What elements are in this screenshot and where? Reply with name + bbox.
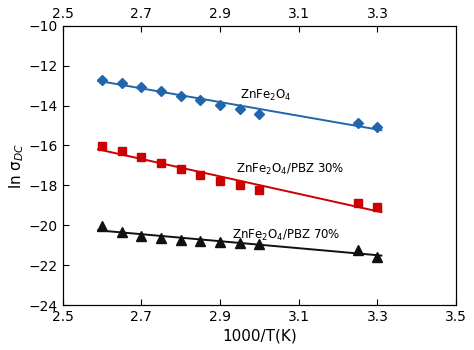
Y-axis label: ln σ$_{DC}$: ln σ$_{DC}$ — [7, 142, 26, 189]
Text: ZnFe$_2$O$_4$/PBZ 70%: ZnFe$_2$O$_4$/PBZ 70% — [232, 228, 340, 243]
X-axis label: 1000/T(K): 1000/T(K) — [222, 328, 297, 343]
Text: ZnFe$_2$O$_4$/PBZ 30%: ZnFe$_2$O$_4$/PBZ 30% — [236, 161, 344, 176]
Text: ZnFe$_2$O$_4$: ZnFe$_2$O$_4$ — [240, 88, 291, 103]
